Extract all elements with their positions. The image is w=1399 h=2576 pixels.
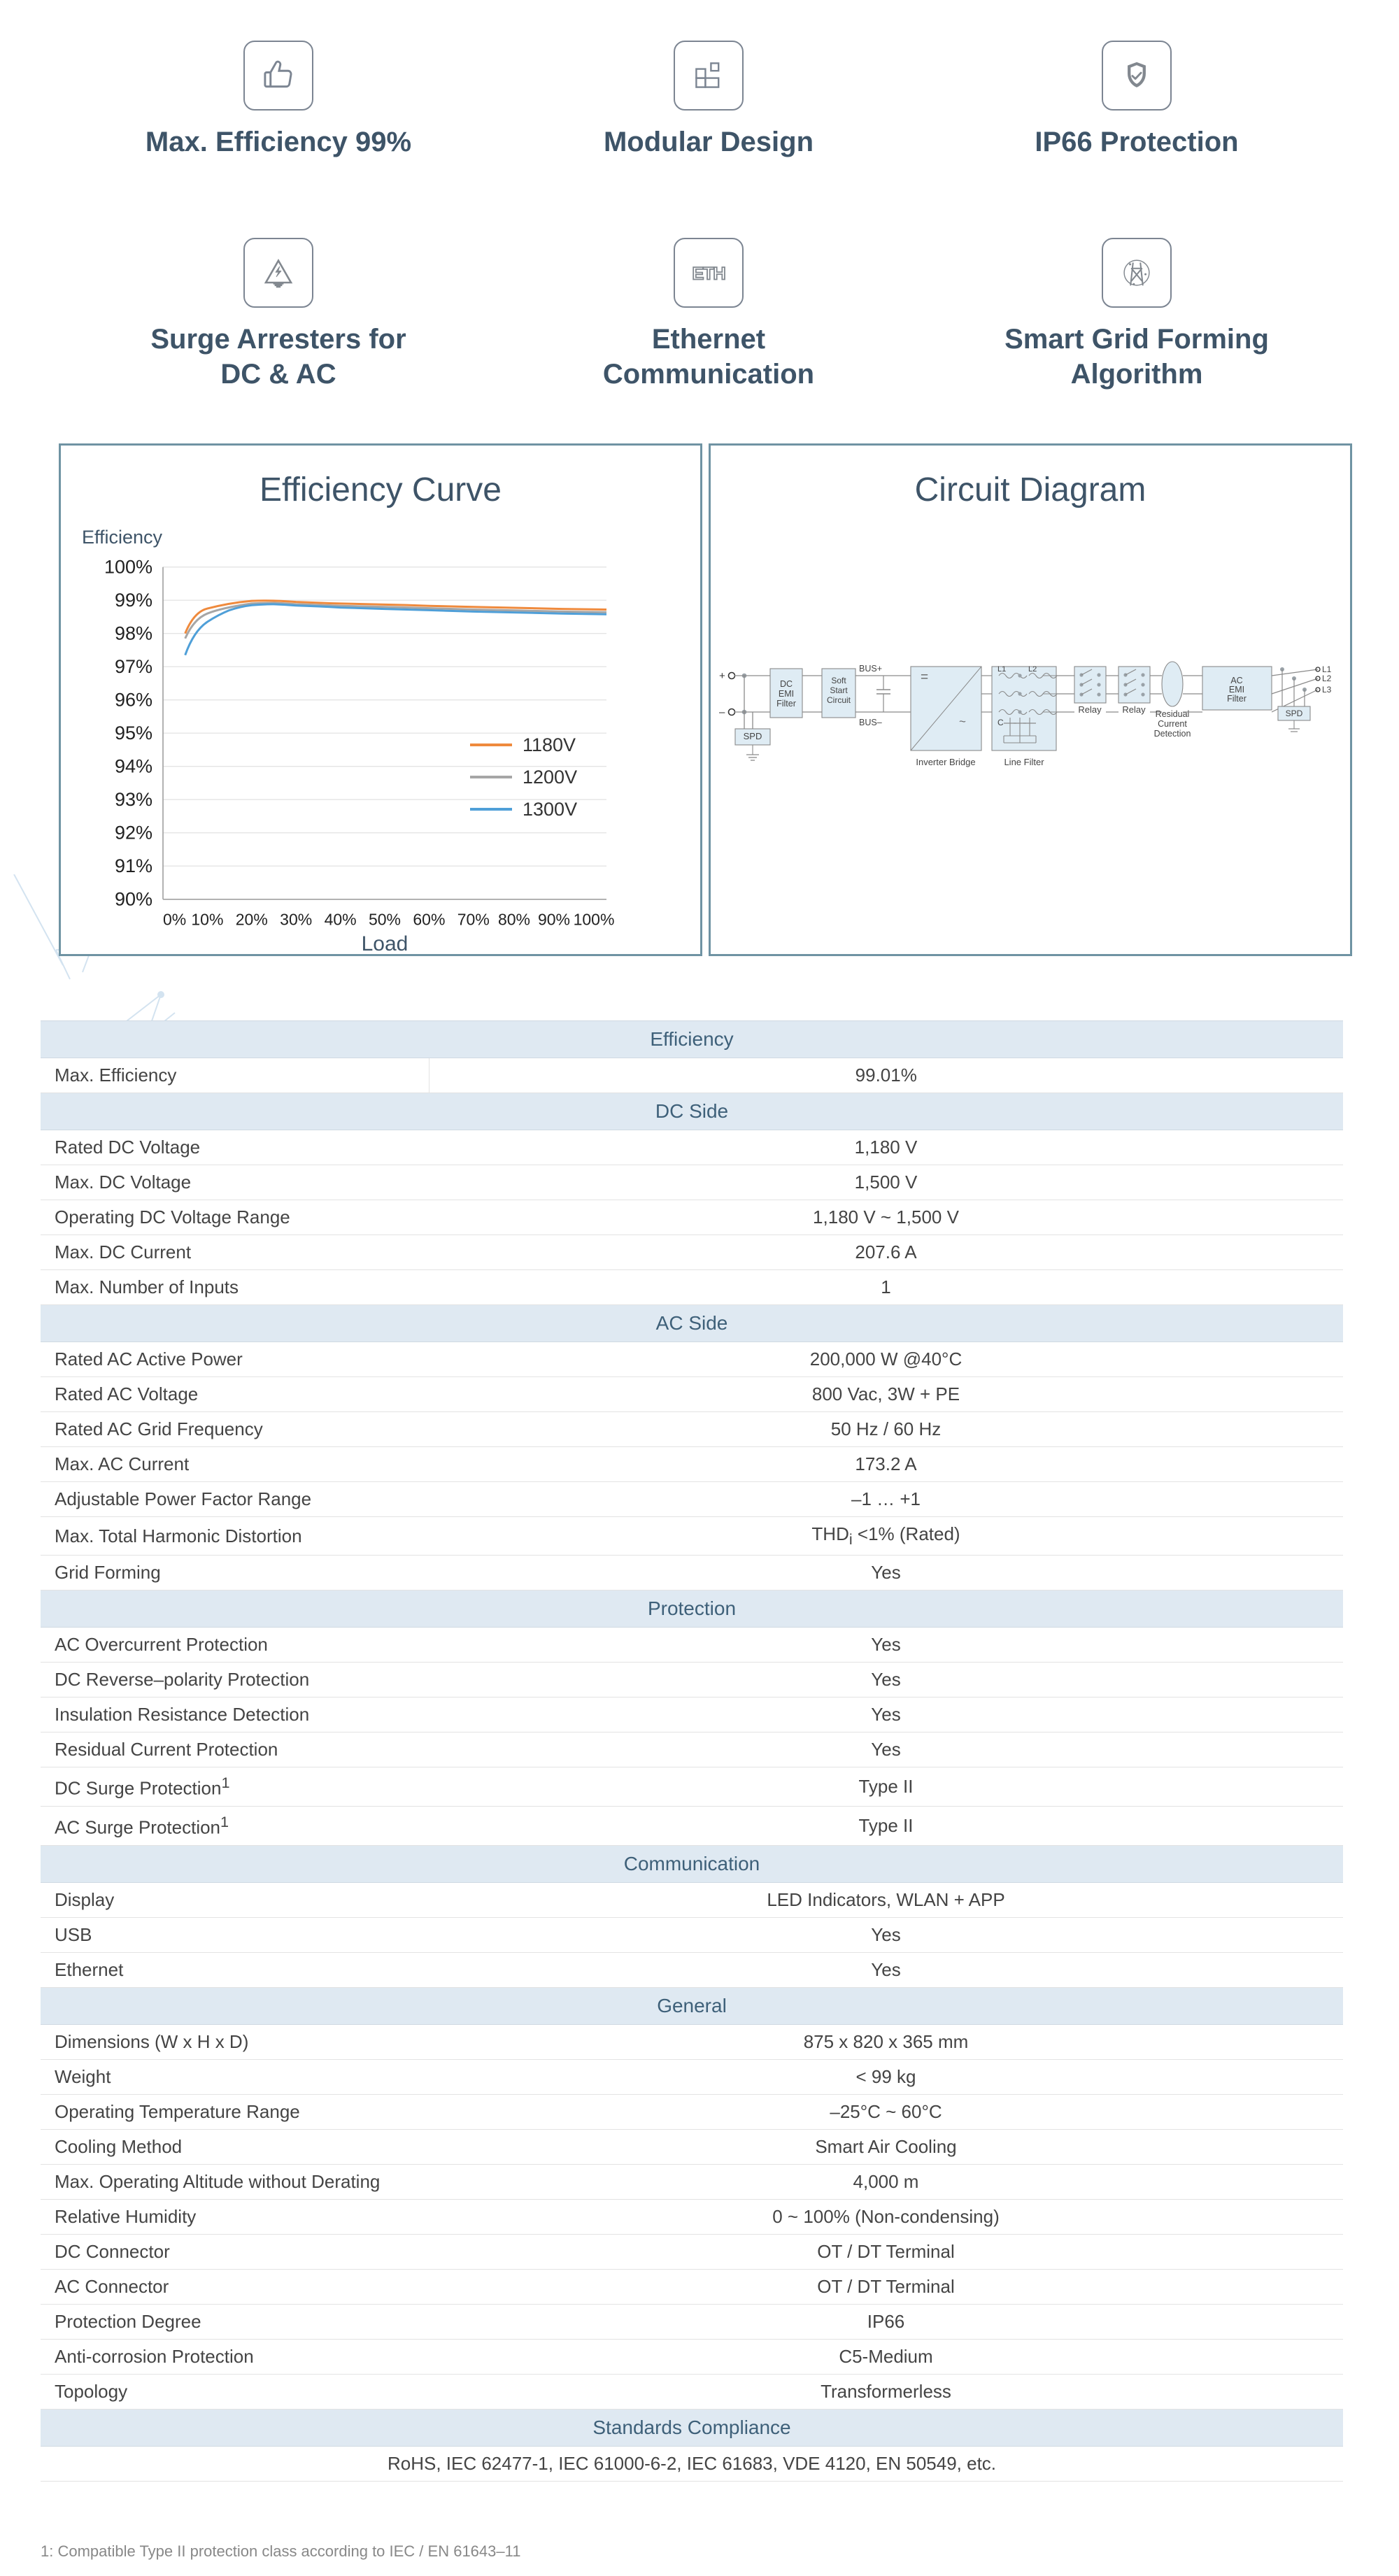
- svg-text:100%: 100%: [574, 911, 615, 929]
- svg-text:~: ~: [959, 715, 966, 728]
- svg-text:Efficiency: Efficiency: [82, 527, 163, 548]
- svg-text:Circuit: Circuit: [827, 695, 851, 705]
- svg-text:BUS–: BUS–: [859, 718, 882, 727]
- svg-text:97%: 97%: [115, 656, 152, 677]
- svg-text:Residual: Residual: [1156, 709, 1190, 719]
- svg-text:60%: 60%: [413, 911, 445, 929]
- svg-text:20%: 20%: [236, 911, 268, 929]
- svg-text:EMI: EMI: [1229, 685, 1244, 695]
- svg-text:Start: Start: [830, 685, 848, 695]
- svg-text:93%: 93%: [115, 789, 152, 810]
- svg-text:1200V: 1200V: [523, 767, 577, 788]
- svg-text:L1: L1: [997, 665, 1006, 674]
- svg-text:70%: 70%: [457, 911, 490, 929]
- svg-text:ETH: ETH: [692, 264, 725, 284]
- svg-text:94%: 94%: [115, 756, 152, 777]
- svg-text:10%: 10%: [191, 911, 223, 929]
- svg-text:SPD: SPD: [744, 731, 762, 741]
- svg-text:Line Filter: Line Filter: [1004, 757, 1044, 767]
- svg-text:80%: 80%: [498, 911, 530, 929]
- svg-text:1300V: 1300V: [523, 799, 577, 820]
- svg-text:90%: 90%: [538, 911, 570, 929]
- svg-text:Relay: Relay: [1078, 704, 1102, 715]
- svg-text:L2: L2: [1028, 665, 1037, 674]
- svg-text:AC: AC: [1230, 676, 1242, 685]
- svg-text:96%: 96%: [115, 690, 152, 711]
- svg-text:C: C: [997, 718, 1004, 727]
- svg-text:BUS+: BUS+: [859, 664, 882, 674]
- svg-text:1180V: 1180V: [523, 734, 576, 755]
- svg-text:Soft: Soft: [831, 676, 846, 685]
- svg-text:=: =: [921, 670, 928, 685]
- svg-text:L3: L3: [1322, 685, 1331, 695]
- svg-text:50%: 50%: [369, 911, 401, 929]
- svg-text:100%: 100%: [104, 557, 152, 578]
- svg-text:Relay: Relay: [1122, 704, 1146, 715]
- svg-text:91%: 91%: [115, 855, 152, 876]
- svg-text:90%: 90%: [115, 889, 152, 910]
- svg-text:DC: DC: [780, 679, 793, 689]
- svg-text:EMI: EMI: [779, 689, 794, 699]
- svg-text:L2: L2: [1322, 674, 1331, 683]
- svg-text:Inverter Bridge: Inverter Bridge: [916, 757, 975, 767]
- svg-text:L1: L1: [1322, 664, 1331, 674]
- svg-text:+: +: [719, 670, 725, 682]
- svg-text:0%: 0%: [163, 911, 186, 929]
- svg-text:92%: 92%: [115, 823, 152, 844]
- svg-text:Load: Load: [362, 932, 409, 955]
- svg-text:SPD: SPD: [1286, 709, 1303, 718]
- svg-text:99%: 99%: [115, 590, 152, 611]
- svg-text:98%: 98%: [115, 623, 152, 644]
- svg-text:95%: 95%: [115, 723, 152, 743]
- svg-text:Filter: Filter: [1227, 694, 1247, 704]
- svg-text:–: –: [719, 706, 725, 718]
- svg-text:Current: Current: [1158, 719, 1187, 729]
- svg-text:30%: 30%: [280, 911, 312, 929]
- svg-text:40%: 40%: [325, 911, 357, 929]
- svg-text:Filter: Filter: [776, 699, 796, 709]
- svg-text:Detection: Detection: [1154, 729, 1191, 739]
